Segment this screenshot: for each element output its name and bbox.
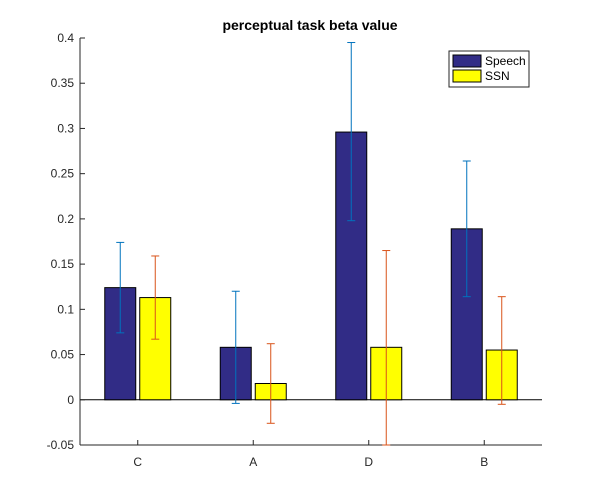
y-tick-label: 0 <box>67 393 74 407</box>
chart-title: perceptual task beta value <box>222 17 397 33</box>
legend-swatch-speech <box>452 54 482 68</box>
error-bar-ssn-d <box>382 250 391 446</box>
legend-label-ssn: SSN <box>485 69 510 83</box>
error-bar-ssn-b <box>497 296 506 405</box>
error-bar-speech-c <box>116 241 125 334</box>
y-tick-label: 0.35 <box>51 76 75 90</box>
legend-swatch-ssn <box>452 69 482 83</box>
y-tick-label: 0.05 <box>51 348 75 362</box>
error-bar-speech-a <box>231 290 240 404</box>
error-bar-ssn-c <box>151 255 160 340</box>
y-tick-label: 0.15 <box>51 257 75 271</box>
y-tick-label: 0.1 <box>57 302 74 316</box>
x-tick-label-b: B <box>480 455 488 469</box>
x-tick-label-c: C <box>133 455 142 469</box>
legend-label-speech: Speech <box>485 54 526 68</box>
x-tick-label-d: D <box>364 455 373 469</box>
error-bar-ssn-a <box>266 343 275 424</box>
x-tick-label-a: A <box>249 455 257 469</box>
error-bar-speech-b <box>462 160 471 298</box>
y-tick-label: 0.4 <box>57 31 74 45</box>
error-bar-speech-d <box>347 42 356 222</box>
y-tick-label: 0.2 <box>57 212 74 226</box>
plot-area: -0.05 0 0.05 0.1 0.15 0.2 0.25 0.3 0.35 0.4 C A D B <box>47 31 542 469</box>
y-tick-label: 0.25 <box>51 167 75 181</box>
y-tick-label: -0.05 <box>47 438 75 452</box>
y-tick-label: 0.3 <box>57 121 74 135</box>
